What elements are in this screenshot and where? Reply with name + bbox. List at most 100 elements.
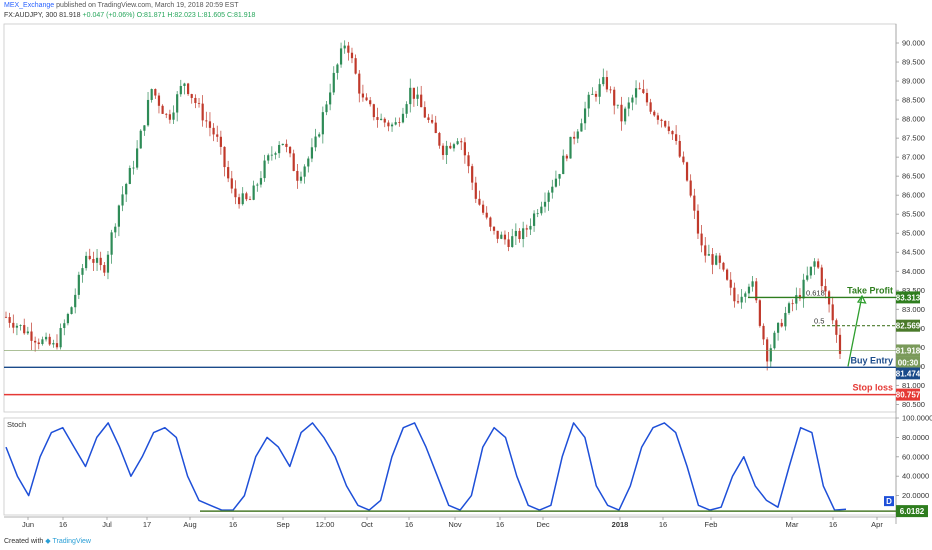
candle-body (569, 136, 572, 159)
candle-body (420, 94, 423, 108)
candle-body (245, 193, 248, 200)
candle-body (92, 259, 95, 263)
candle-body (274, 153, 277, 155)
x-tick-label: Sep (276, 520, 289, 529)
candle-body (467, 155, 470, 167)
candle-body (704, 245, 707, 256)
candle-body (667, 126, 670, 132)
candle-body (205, 120, 208, 122)
candle-body (471, 166, 474, 183)
candle-body (310, 147, 314, 159)
candle-body (234, 188, 237, 198)
candle-body (95, 257, 99, 263)
tradingview-logo-icon: ◆ (45, 538, 51, 545)
publisher-link[interactable]: MEX_Exchange (4, 2, 55, 9)
candle-body (835, 320, 838, 335)
candle-body (423, 107, 426, 118)
candle-body (154, 89, 157, 96)
candle-body (376, 117, 379, 120)
candle-body (445, 145, 448, 156)
candle-body (12, 322, 15, 328)
candle-body (802, 279, 805, 299)
candle-body (536, 213, 539, 215)
candle-body (117, 205, 120, 227)
candle-body (161, 105, 164, 114)
candle-body (321, 112, 324, 135)
candle-body (609, 89, 612, 91)
candle-body (405, 104, 408, 114)
candle-body (278, 144, 281, 154)
x-tick-label: 16 (405, 520, 413, 529)
candle-body (292, 153, 295, 171)
candle-body (820, 267, 823, 287)
y-tick-label: 81.000 (902, 381, 925, 390)
candle-body (733, 287, 736, 302)
candle-body (44, 336, 48, 340)
candle-body (496, 230, 499, 239)
candle-body (627, 102, 630, 109)
candle-body (380, 118, 383, 120)
candle-body (259, 178, 263, 185)
candle-body (514, 230, 517, 237)
fib-label: 0.5 (814, 317, 824, 326)
candle-body (507, 239, 510, 247)
candle-body (172, 112, 175, 120)
candle-body (267, 155, 270, 161)
candle-body (176, 94, 179, 113)
candle-body (110, 232, 113, 255)
candle-body (573, 136, 576, 139)
candle-body (285, 143, 288, 147)
stoch-tick-label: 20.0000 (902, 491, 929, 500)
publisher-line: MEX_Exchange published on TradingView.co… (4, 2, 239, 9)
candle-body (431, 120, 434, 123)
candle-body (773, 332, 776, 349)
candle-body (325, 104, 328, 113)
candle-body (128, 168, 131, 184)
candle-body (227, 167, 230, 179)
candle-body (460, 141, 463, 143)
candle-body (671, 131, 674, 135)
candle-body (481, 204, 485, 213)
candle-body (59, 328, 62, 348)
candle-body (383, 118, 386, 123)
open-value: O:81.871 (136, 12, 166, 19)
candle-body (813, 261, 816, 267)
candle-body (23, 325, 26, 334)
candle-body (332, 72, 335, 93)
low-value: L:81.605 (197, 12, 226, 19)
symbol-label: FX:AUDJPY, 300 (4, 12, 58, 19)
candle-body (602, 77, 605, 85)
candle-body (525, 228, 528, 230)
candle-body (463, 142, 466, 156)
candle-body (664, 120, 667, 127)
candle-body (208, 121, 212, 128)
level-price-tag-text: 81.918 (896, 346, 921, 355)
candle-body (281, 143, 284, 145)
y-tick-label: 86.000 (902, 191, 925, 200)
candle-body (715, 255, 718, 265)
x-tick-label: Nov (448, 520, 462, 529)
last-price: 81.918 (59, 12, 81, 19)
candle-body (143, 125, 146, 131)
level-price-tag-text: 83.313 (896, 293, 921, 302)
candle-body (547, 192, 550, 202)
candle-body (500, 234, 503, 239)
candle-body (449, 145, 452, 149)
candle-body (398, 122, 401, 123)
candle-body (216, 134, 219, 137)
candle-body (136, 148, 139, 168)
candle-body (186, 83, 190, 95)
candle-body (230, 178, 233, 189)
level-price-tag-text: 80.757 (896, 391, 921, 400)
candle-body (711, 254, 714, 265)
x-tick-label: 16 (829, 520, 837, 529)
candle-body (88, 255, 91, 260)
candle-body (744, 293, 747, 297)
level-label: Stop loss (852, 383, 893, 393)
candle-body (74, 294, 77, 308)
tradingview-brand[interactable]: TradingView (52, 538, 91, 545)
stoch-name: Stoch (7, 420, 26, 429)
candle-body (620, 104, 623, 122)
x-tick-label: Jun (22, 520, 34, 529)
